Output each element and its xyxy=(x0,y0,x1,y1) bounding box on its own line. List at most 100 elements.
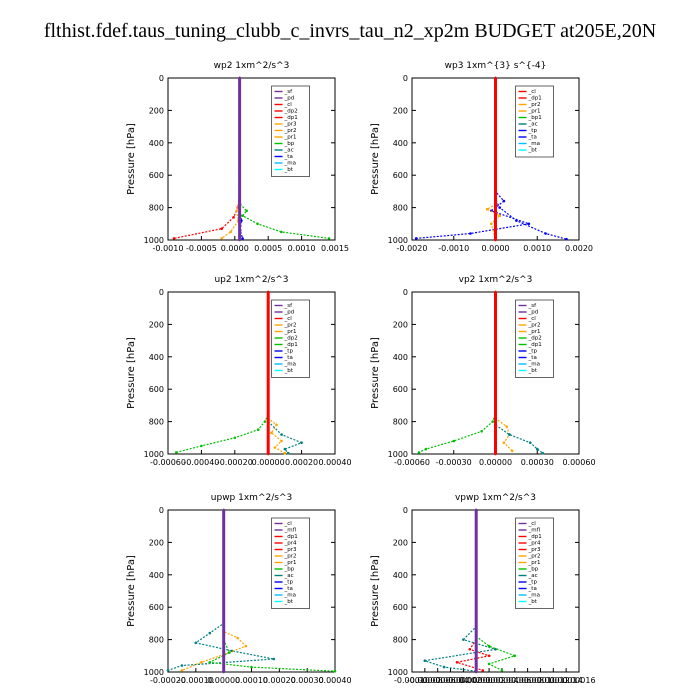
legend-label: _mfl xyxy=(284,528,297,534)
x-tick-label: 0.00030 xyxy=(521,458,554,467)
legend-label: _dp1 xyxy=(284,534,298,540)
series-line-tp xyxy=(167,510,274,671)
y-tick-label: 1000 xyxy=(144,668,164,677)
x-tick-label: -0.00030 xyxy=(436,458,472,467)
data-point xyxy=(462,638,465,641)
y-axis-label: Pressure [hPa] xyxy=(126,555,137,627)
plot-frame xyxy=(411,509,580,673)
y-axis-label: Pressure [hPa] xyxy=(126,123,137,195)
x-tick-label: 0.00000 xyxy=(479,458,512,467)
legend-label: _ac xyxy=(528,122,538,128)
y-tick-label: 200 xyxy=(393,106,408,115)
data-point xyxy=(194,641,198,645)
y-tick-label: 400 xyxy=(393,353,408,362)
legend-label: _pr1 xyxy=(528,329,541,335)
y-tick-label: 600 xyxy=(393,385,408,394)
legend-label: _ma xyxy=(528,593,540,599)
legend-label: _dp1 xyxy=(284,115,298,121)
y-tick-label: 600 xyxy=(149,385,164,394)
legend-label: _pr3 xyxy=(528,547,542,553)
data-point xyxy=(200,444,203,448)
data-point xyxy=(474,670,478,674)
data-point xyxy=(469,232,472,235)
legend-label: _ma xyxy=(284,161,296,167)
y-tick-label: 200 xyxy=(149,106,164,115)
data-point xyxy=(494,76,497,80)
legend-label: _dp2 xyxy=(284,109,298,115)
x-tick-label: -0.00010 xyxy=(394,676,430,685)
data-point xyxy=(417,451,421,454)
data-point xyxy=(180,669,184,672)
main-title: flthist.fdef.taus_tuning_clubb_c_invrs_t… xyxy=(43,20,657,42)
series-line-ta xyxy=(416,78,530,239)
data-point xyxy=(455,661,459,664)
series-line-tp xyxy=(424,510,496,672)
y-tick-label: 400 xyxy=(149,139,164,148)
y-tick-label: 400 xyxy=(393,139,408,148)
x-tick-label: 0.0010 xyxy=(523,244,551,253)
data-point xyxy=(238,238,241,242)
x-tick-label: 0.00030 xyxy=(291,676,324,685)
legend-box xyxy=(515,517,554,609)
legend-label: _cl xyxy=(528,316,537,322)
data-point xyxy=(172,237,176,240)
y-tick-label: 200 xyxy=(393,320,408,329)
data-point xyxy=(175,451,178,454)
legend-label: _ta xyxy=(528,135,537,141)
legend-label: _dp1 xyxy=(528,534,542,540)
x-tick-label: 0.00000 xyxy=(252,458,285,467)
data-point xyxy=(508,433,511,436)
x-tick-label: -0.0020 xyxy=(397,244,428,253)
legend-label: _dp2 xyxy=(528,336,542,342)
data-point xyxy=(245,209,248,213)
data-point xyxy=(232,216,235,219)
x-tick-label: -0.00008 xyxy=(407,676,443,685)
legend-label: _ma xyxy=(528,141,540,147)
x-tick-label: 0.0020 xyxy=(565,244,593,253)
series-line-dp1 xyxy=(173,78,241,239)
series-line-tp xyxy=(494,78,567,240)
series-line-dp1 xyxy=(418,292,497,453)
legend-label: _cl xyxy=(528,521,537,527)
legend-label: _pd xyxy=(528,310,539,316)
y-axis-label: Pressure [hPa] xyxy=(370,123,381,195)
data-point xyxy=(494,452,497,456)
y-tick-label: 400 xyxy=(393,571,408,580)
x-tick-label: 0.00010 xyxy=(235,676,268,685)
data-point xyxy=(273,446,277,449)
data-point xyxy=(241,214,244,217)
legend-label: _pr2 xyxy=(528,323,541,329)
x-tick-label: 0.00002 xyxy=(473,676,506,685)
data-point xyxy=(565,237,568,241)
y-tick-label: 400 xyxy=(149,571,164,580)
legend-label: _pr2 xyxy=(284,323,297,329)
data-point xyxy=(423,659,427,662)
x-tick-label: -0.0010 xyxy=(438,244,469,253)
data-point xyxy=(414,237,418,240)
data-point xyxy=(544,232,547,235)
legend-label: _ac xyxy=(284,573,294,579)
x-tick-label: -0.0010 xyxy=(153,244,184,253)
legend-label: _dp1 xyxy=(528,342,542,348)
data-point xyxy=(222,508,225,512)
legend-label: _ma xyxy=(284,593,296,599)
legend-label: _pr2 xyxy=(284,554,297,560)
panel-title: upwp 1xm^2/s^3 xyxy=(211,493,292,503)
data-point xyxy=(481,669,485,672)
legend-label: _pr2 xyxy=(528,102,541,108)
data-point xyxy=(266,290,270,294)
chart-panel-6: vpwp 1xm^2/s^3 Pressure [hPa] 0 200 400 600 80… xyxy=(370,493,596,685)
legend-label: _ta xyxy=(284,586,293,592)
x-tick-label: -0.00020 xyxy=(217,458,253,467)
y-tick-label: 200 xyxy=(149,320,164,329)
legend-label: _bt xyxy=(528,599,538,605)
legend-label: _sf xyxy=(528,303,538,309)
data-point xyxy=(513,654,517,658)
data-point xyxy=(283,447,287,451)
x-tick-label: 0.00020 xyxy=(285,458,318,467)
y-tick-label: 0 xyxy=(159,506,164,515)
x-tick-label: 0.00004 xyxy=(485,676,518,685)
data-point xyxy=(235,209,238,213)
x-tick-label: 0.00010 xyxy=(524,676,557,685)
legend-label: _ta xyxy=(284,355,293,361)
